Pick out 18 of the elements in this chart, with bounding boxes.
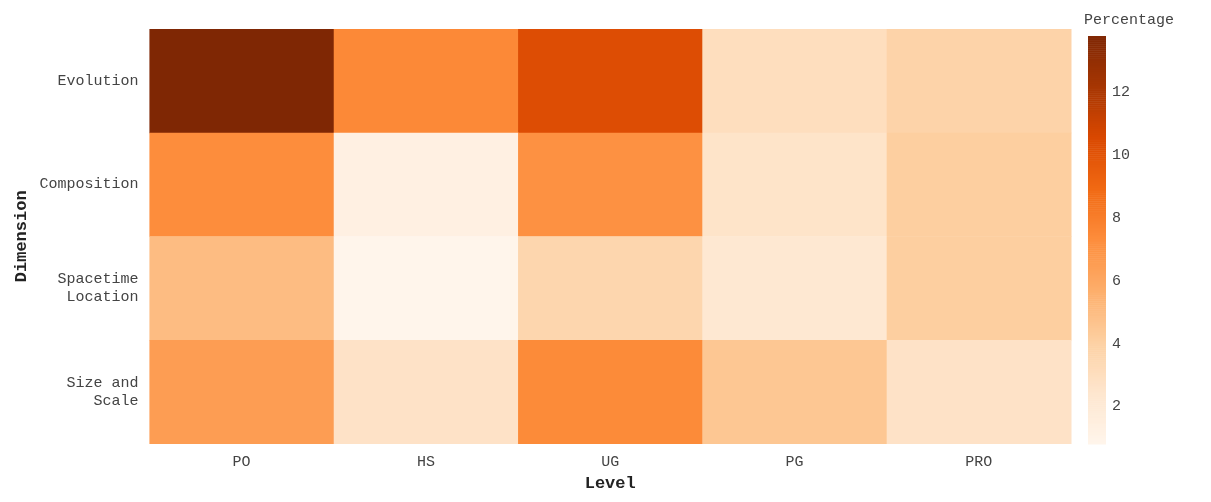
color-bar-title: Percentage <box>1084 12 1175 29</box>
x-tick-label: PRO <box>965 453 993 471</box>
color-bar-label: 2 <box>1112 398 1122 416</box>
x-axis-title: Level <box>584 474 636 494</box>
color-bar-label: 10 <box>1112 147 1131 165</box>
x-tick-label: PO <box>232 453 251 471</box>
x-tick-label: PG <box>785 453 804 471</box>
y-tick-label: Size and Scale <box>66 374 139 410</box>
y-tick-label: Composition <box>39 176 139 194</box>
color-bar-label: 4 <box>1112 335 1122 353</box>
color-bar-label: 12 <box>1112 84 1131 102</box>
y-axis-title: Dimension <box>12 190 32 283</box>
x-tick-label: HS <box>416 453 435 471</box>
y-tick-label: Evolution <box>57 72 139 90</box>
color-bar-label: 8 <box>1112 210 1122 227</box>
x-tick-label: UG <box>601 453 620 471</box>
y-tick-label: Spacetime Location <box>57 271 139 307</box>
color-bar-label: 6 <box>1112 272 1122 290</box>
